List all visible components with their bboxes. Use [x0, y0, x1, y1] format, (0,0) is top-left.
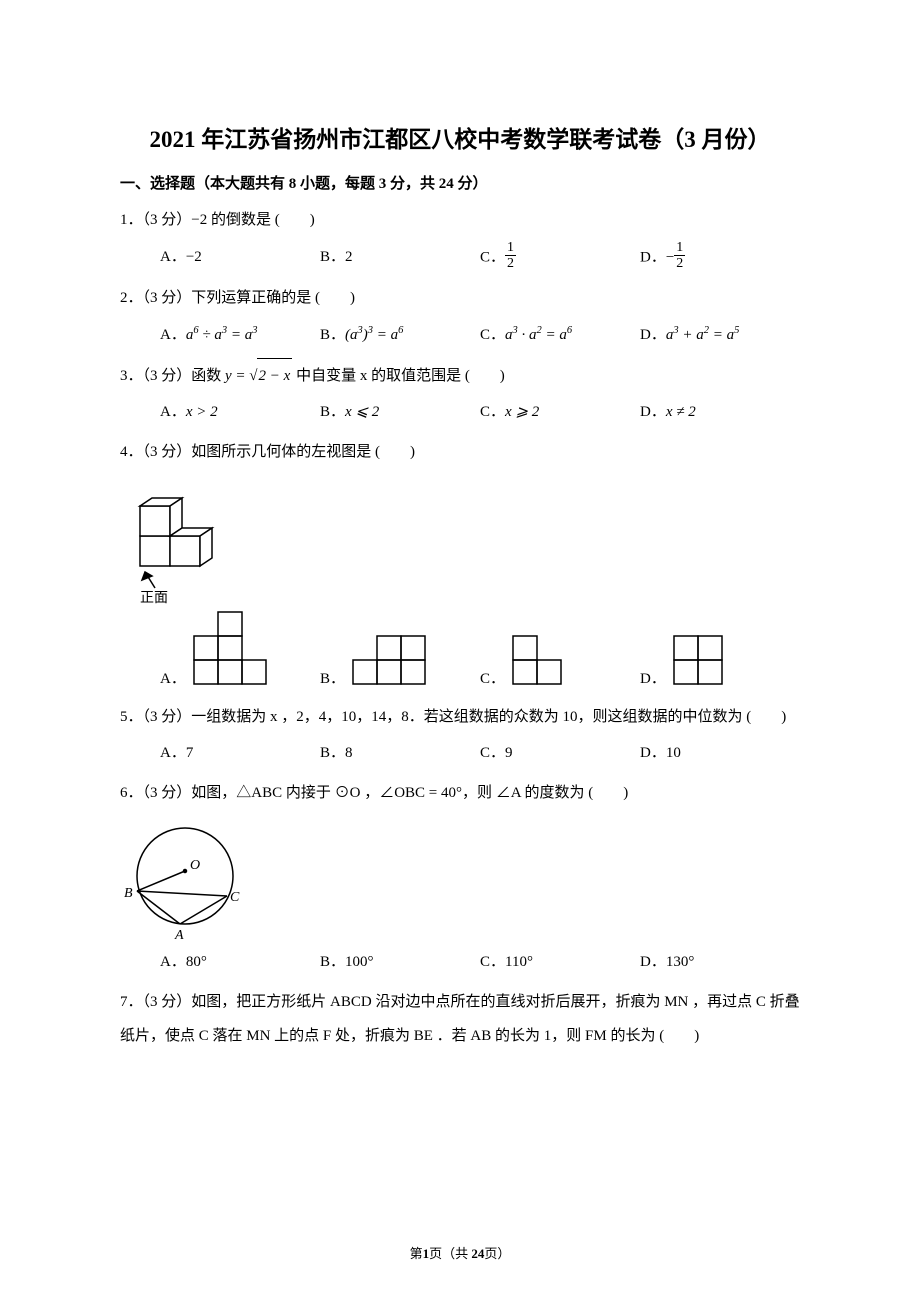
page-footer: 第1页（共 24页）	[120, 1243, 800, 1262]
q1-opt-a: A．−2	[160, 242, 320, 274]
sqrt-icon: 2 − x	[249, 358, 292, 394]
q5-prefix: 5．（3 分）	[120, 709, 191, 725]
q1-c-num: 1	[505, 240, 516, 256]
q1-opt-c: C．12	[480, 242, 640, 274]
q1-prefix: 1．（3 分）	[120, 212, 191, 228]
page-title: 2021 年江苏省扬州市江都区八校中考数学联考试卷（3 月份）	[120, 120, 800, 154]
question-6: 6．（3 分）如图，△ABC 内接于 ⊙O ，∠OBC = 40°，则 ∠A 的…	[120, 776, 800, 811]
q4-opt-c: C．	[480, 634, 640, 688]
label-A: A	[174, 928, 184, 941]
grid-shape-icon	[672, 634, 726, 688]
q5-stem: 一组数据为 x ，2，4，10，14，8．若这组数据的众数为 10，则这组数据的…	[191, 709, 786, 725]
footer-total: 24	[471, 1246, 484, 1261]
grid-shape-icon	[511, 634, 565, 688]
q2-prefix: 2．（3 分）	[120, 290, 191, 306]
q3-opt-c: C．x ⩾ 2	[480, 397, 640, 427]
q1-d-den: 2	[674, 256, 685, 271]
q1-opt-d: D．−12	[640, 242, 800, 274]
front-label: 正面	[140, 591, 168, 606]
q3-radicand: 2 − x	[257, 358, 293, 394]
section-header: 一、选择题（本大题共有 8 小题，每题 3 分，共 24 分）	[120, 172, 800, 193]
q6-opt-d: D．130°	[640, 947, 800, 977]
footer-mid: 页（共	[429, 1246, 471, 1261]
q4-b-label: B．	[320, 667, 345, 688]
q1-opt-b: B．2	[320, 242, 480, 274]
q2-opt-a: A．a6 ÷ a3 = a3	[160, 320, 320, 350]
q4-d-label: D．	[640, 667, 666, 688]
label-C: C	[230, 890, 240, 905]
q3-opt-b: B．x ⩽ 2	[320, 397, 480, 427]
question-3: 3．（3 分）函数 y = 2 − x 中自变量 x 的取值范围是 ( )	[120, 358, 800, 394]
q5-opt-a: A．7	[160, 738, 320, 768]
q4-opt-d: D．	[640, 634, 800, 688]
fraction-icon: 12	[674, 240, 685, 272]
q1-d-prefix: D．−	[640, 249, 674, 265]
question-7: 7．（3 分）如图，把正方形纸片 ABCD 沿对边中点所在的直线对折后展开，折痕…	[120, 985, 800, 1054]
q6-opt-c: C．110°	[480, 947, 640, 977]
q4-opt-b: B．	[320, 634, 480, 688]
q6-stem: 如图，△ABC 内接于 ⊙O ，∠OBC = 40°，则 ∠A 的度数为 ( )	[191, 785, 628, 801]
q2-opt-b: B．(a3)3 = a6	[320, 320, 480, 350]
q4-a-label: A．	[160, 667, 186, 688]
q6-options: A．80° B．100° C．110° D．130°	[160, 947, 800, 977]
q5-opt-c: C．9	[480, 738, 640, 768]
q2-opt-c: C．a3 · a2 = a6	[480, 320, 640, 350]
q4-options: A． B．	[160, 610, 800, 688]
q1-c-prefix: C．	[480, 249, 505, 265]
q7-prefix: 7．（3 分）	[120, 994, 191, 1010]
q3-y-eq: y =	[225, 368, 246, 384]
q6-figure: O B C A	[120, 821, 800, 941]
q3-options: A．x > 2 B．x ⩽ 2 C．x ⩾ 2 D．x ≠ 2	[160, 397, 800, 427]
footer-prefix: 第	[410, 1246, 423, 1261]
q3-mid: 中自变量 x 的取值范围是 ( )	[292, 368, 505, 384]
footer-suffix: 页）	[484, 1246, 510, 1261]
question-5: 5．（3 分）一组数据为 x ，2，4，10，14，8．若这组数据的众数为 10…	[120, 700, 800, 735]
q4-prefix: 4．（3 分）	[120, 444, 191, 460]
q5-opt-b: B．8	[320, 738, 480, 768]
q6-opt-a: A．80°	[160, 947, 320, 977]
question-4: 4．（3 分）如图所示几何体的左视图是 ( )	[120, 435, 800, 470]
q3-opt-d: D．x ≠ 2	[640, 397, 800, 427]
q1-options: A．−2 B．2 C．12 D．−12	[160, 242, 800, 274]
q3-prefix: 3．（3 分）函数	[120, 368, 225, 384]
q3-opt-a: A．x > 2	[160, 397, 320, 427]
q4-stem: 如图所示几何体的左视图是 ( )	[191, 444, 415, 460]
q2-opt-d: D．a3 + a2 = a5	[640, 320, 800, 350]
q7-stem: 如图，把正方形纸片 ABCD 沿对边中点所在的直线对折后展开，折痕为 MN ，再…	[120, 994, 800, 1045]
q4-figure: 正面	[120, 476, 800, 606]
grid-shape-icon	[351, 634, 429, 688]
exam-page: 2021 年江苏省扬州市江都区八校中考数学联考试卷（3 月份） 一、选择题（本大…	[0, 0, 920, 1302]
q6-prefix: 6．（3 分）	[120, 785, 191, 801]
cube-solid-icon: 正面	[120, 476, 230, 606]
label-O: O	[190, 858, 200, 873]
q4-opt-a: A．	[160, 610, 320, 688]
grid-shape-icon	[192, 610, 270, 688]
question-2: 2．（3 分）下列运算正确的是 ( )	[120, 281, 800, 316]
label-B: B	[124, 886, 133, 901]
q5-options: A．7 B．8 C．9 D．10	[160, 738, 800, 768]
q5-opt-d: D．10	[640, 738, 800, 768]
question-1: 1．（3 分）−2 的倒数是 ( )	[120, 203, 800, 238]
fraction-icon: 12	[505, 240, 516, 272]
circle-triangle-icon: O B C A	[120, 821, 250, 941]
q6-opt-b: B．100°	[320, 947, 480, 977]
q3-eq: y = 2 − x	[225, 368, 292, 384]
q4-c-label: C．	[480, 667, 505, 688]
q2-stem: 下列运算正确的是 ( )	[191, 290, 355, 306]
q1-stem: −2 的倒数是 ( )	[191, 212, 314, 228]
q2-options: A．a6 ÷ a3 = a3 B．(a3)3 = a6 C．a3 · a2 = …	[160, 320, 800, 350]
q1-c-den: 2	[505, 256, 516, 271]
q1-d-num: 1	[674, 240, 685, 256]
